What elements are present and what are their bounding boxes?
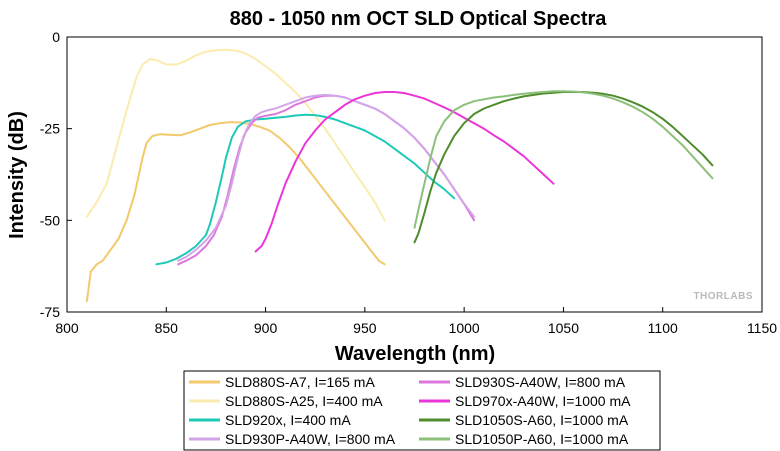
x-tick-label: 1150 (747, 320, 777, 336)
series-line (413, 91, 714, 244)
y-tick-label: -75 (40, 304, 60, 320)
y-tick-label: -50 (40, 212, 60, 228)
series-line (413, 90, 714, 229)
x-axis-title: Wavelength (nm) (335, 343, 495, 365)
legend-label: SLD920x, I=400 mA (225, 412, 351, 428)
legend-label: SLD1050S-A60, I=1000 mA (455, 412, 629, 428)
series-line (177, 93, 476, 262)
series-line (155, 113, 456, 266)
legend-label: SLD880S-A25, I=400 mA (225, 393, 383, 409)
x-tick-label: 1050 (548, 320, 579, 336)
x-tick-label: 900 (254, 320, 278, 336)
legend-box (183, 370, 661, 451)
x-tick-label: 800 (55, 320, 79, 336)
x-tick-label: 1000 (449, 320, 480, 336)
y-axis-title: Intensity (dB) (6, 111, 28, 239)
chart-title: 880 - 1050 nm OCT SLD Optical Spectra (230, 8, 608, 30)
legend: SLD880S-A7, I=165 mA SLD930S-A40W, I=800 … (189, 374, 631, 447)
series-line (177, 94, 476, 266)
legend-label: SLD880S-A7, I=165 mA (225, 374, 375, 390)
legend-label: SLD930P-A40W, I=800 mA (225, 431, 396, 447)
plot-frame (66, 36, 763, 313)
legend-label: SLD970x-A40W, I=1000 mA (455, 393, 631, 409)
x-tick-label: 1100 (648, 320, 678, 336)
y-axis: 0 -25 -50 -75 (40, 29, 72, 320)
x-tick-label: 950 (353, 320, 377, 336)
x-axis: 800 850 900 950 1000 1050 1100 1150 (55, 307, 777, 336)
legend-label: SLD930S-A40W, I=800 mA (455, 374, 626, 390)
watermark-logo: THORLABS (693, 291, 753, 302)
legend-label: SLD1050P-A60, I=1000 mA (455, 431, 629, 447)
series-line (85, 48, 386, 222)
y-tick-label: -25 (40, 121, 60, 137)
series-line (85, 121, 386, 302)
series-line (254, 91, 555, 253)
x-tick-label: 850 (155, 320, 179, 336)
plot-area (85, 48, 714, 302)
y-tick-label: 0 (52, 29, 60, 45)
